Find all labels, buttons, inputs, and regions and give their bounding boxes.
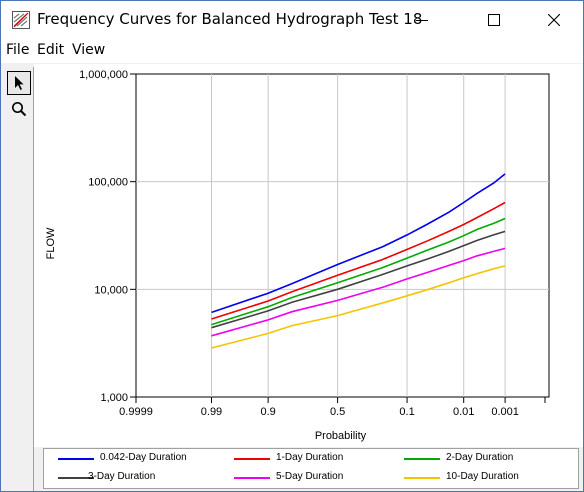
y-axis-label: FLOW bbox=[45, 227, 57, 259]
x-tick-label: 0.99 bbox=[201, 406, 222, 418]
legend-swatch bbox=[58, 477, 94, 479]
chart-area: 0.9999 0.99 0.9 0.5 0.1 0.01 0.001 1,000 10,000 1… bbox=[34, 64, 583, 447]
menu-view[interactable]: View bbox=[72, 42, 106, 58]
x-tick-label: 0.001 bbox=[491, 406, 519, 418]
x-tick-label: 0.1 bbox=[399, 406, 414, 418]
maximize-icon bbox=[488, 14, 500, 26]
chart-legend: 0.042-Day Duration 1-Day Duration 2-Day … bbox=[43, 448, 579, 489]
frequency-chart[interactable]: 0.9999 0.99 0.9 0.5 0.1 0.01 0.001 1,000 10,000 1… bbox=[34, 64, 583, 447]
legend-swatch bbox=[404, 458, 440, 460]
minimize-button[interactable] bbox=[399, 1, 445, 39]
legend-swatch bbox=[58, 458, 94, 460]
legend-label: 5-Day Duration bbox=[276, 471, 344, 482]
legend-label: 2-Day Duration bbox=[446, 452, 514, 463]
legend-swatch bbox=[404, 477, 440, 479]
window-title: Frequency Curves for Balanced Hydrograph… bbox=[37, 10, 423, 28]
series-line bbox=[211, 247, 506, 337]
legend-swatch bbox=[234, 477, 270, 479]
x-tick-label: 0.5 bbox=[330, 406, 345, 418]
pointer-tool-button[interactable] bbox=[7, 71, 31, 95]
frequency-curve-app-icon bbox=[12, 11, 30, 29]
y-tick-label: 1,000,000 bbox=[79, 69, 128, 81]
x-tick-label: 0.9 bbox=[260, 406, 275, 418]
legend-label: 3-Day Duration bbox=[88, 471, 156, 482]
y-tick-label: 10,000 bbox=[94, 284, 128, 296]
chart-toolbar bbox=[5, 67, 34, 491]
plot-frame bbox=[135, 73, 550, 398]
x-tick-label: 0.01 bbox=[453, 406, 474, 418]
zoom-tool-button[interactable] bbox=[7, 97, 31, 121]
menu-bar: File Edit View bbox=[1, 39, 583, 63]
title-bar[interactable]: Frequency Curves for Balanced Hydrograph… bbox=[1, 1, 583, 39]
pointer-icon bbox=[15, 76, 24, 90]
x-axis-label: Probability bbox=[315, 430, 367, 442]
close-button[interactable] bbox=[531, 1, 577, 39]
close-icon bbox=[548, 14, 560, 26]
legend-label: 10-Day Duration bbox=[446, 471, 519, 482]
legend-label: 0.042-Day Duration bbox=[100, 452, 187, 463]
legend-swatch bbox=[234, 458, 270, 460]
maximize-button[interactable] bbox=[471, 1, 517, 39]
y-tick-label: 100,000 bbox=[88, 177, 128, 189]
zoom-icon bbox=[12, 102, 27, 117]
y-tick-label: 1,000 bbox=[100, 392, 128, 404]
x-tick-label: 0.9999 bbox=[119, 406, 153, 418]
minimize-icon bbox=[416, 20, 428, 21]
series-line bbox=[211, 173, 506, 314]
menu-edit[interactable]: Edit bbox=[37, 42, 65, 58]
series-line bbox=[211, 265, 506, 349]
legend-label: 1-Day Duration bbox=[276, 452, 344, 463]
menu-file[interactable]: File bbox=[6, 42, 30, 58]
series-line bbox=[211, 201, 506, 320]
series-line bbox=[211, 217, 506, 326]
series-line bbox=[211, 230, 506, 329]
